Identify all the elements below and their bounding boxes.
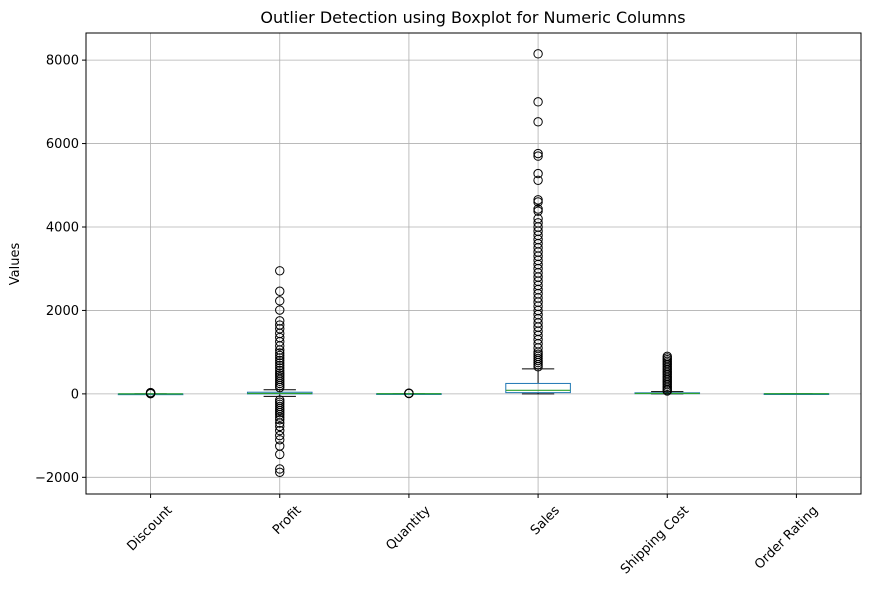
grid: [86, 33, 861, 494]
outlier-point: [533, 362, 543, 372]
outlier-point: [275, 382, 285, 393]
x-tick-label: Discount: [124, 503, 175, 554]
outlier-point: [275, 449, 285, 460]
x-tick-label: Sales: [528, 503, 563, 538]
outlier-point: [275, 415, 285, 425]
outlier-point: [533, 49, 543, 59]
y-tick-label: 4000: [46, 220, 79, 235]
y-axis-label: Values: [8, 243, 23, 286]
outlier-point: [275, 286, 285, 296]
outlier-point: [275, 296, 285, 306]
outlier-point: [533, 168, 543, 179]
outlier-point: [275, 421, 285, 432]
boxes: [117, 368, 830, 397]
outlier-point: [533, 117, 543, 127]
y-tick-label: 6000: [46, 137, 79, 152]
outlier-point: [275, 355, 285, 366]
outlier-point: [533, 148, 543, 159]
outlier-point: [275, 435, 285, 445]
y-tick-label: 0: [71, 387, 79, 402]
outlier-point: [275, 467, 285, 478]
outlier-point: [275, 348, 285, 358]
y-tick-label: −2000: [35, 471, 79, 486]
plot-frame: [85, 32, 862, 495]
y-tick-label: 2000: [46, 304, 79, 319]
outlier-point: [275, 341, 285, 351]
axes: −2000 0 2000 4000 6000 8000 Discount Profit Quan…: [35, 54, 821, 578]
outlier-point: [275, 418, 285, 428]
outlier-point: [275, 412, 285, 422]
box: [505, 382, 571, 394]
outlier-point: [145, 387, 156, 398]
outlier-point: [275, 266, 285, 276]
outlier-point: [533, 206, 543, 216]
outlier-point: [275, 360, 285, 371]
chart-title: Outlier Detection using Boxplot for Nume…: [260, 8, 685, 27]
x-tick-label: Shipping Cost: [618, 503, 692, 577]
outlier-point: [662, 386, 672, 396]
outlier-point: [275, 305, 285, 315]
outlier-point: [275, 358, 285, 368]
outlier-point: [533, 97, 543, 107]
outlier-point: [275, 350, 285, 361]
outlier-point: [275, 430, 285, 441]
outliers: [145, 49, 672, 478]
outlier-point: [533, 197, 543, 207]
outlier-point: [275, 425, 285, 436]
x-tick-label: Quantity: [383, 503, 434, 554]
x-tick-label: Order Rating: [752, 503, 821, 572]
y-tick-label: 8000: [46, 54, 79, 69]
outlier-point: [533, 151, 543, 161]
outlier-point: [275, 353, 285, 363]
outlier-point: [275, 363, 285, 373]
outlier-point: [404, 388, 414, 398]
x-tick-label: Profit: [270, 503, 305, 538]
outlier-point: [533, 175, 543, 185]
outlier-point: [275, 464, 285, 474]
